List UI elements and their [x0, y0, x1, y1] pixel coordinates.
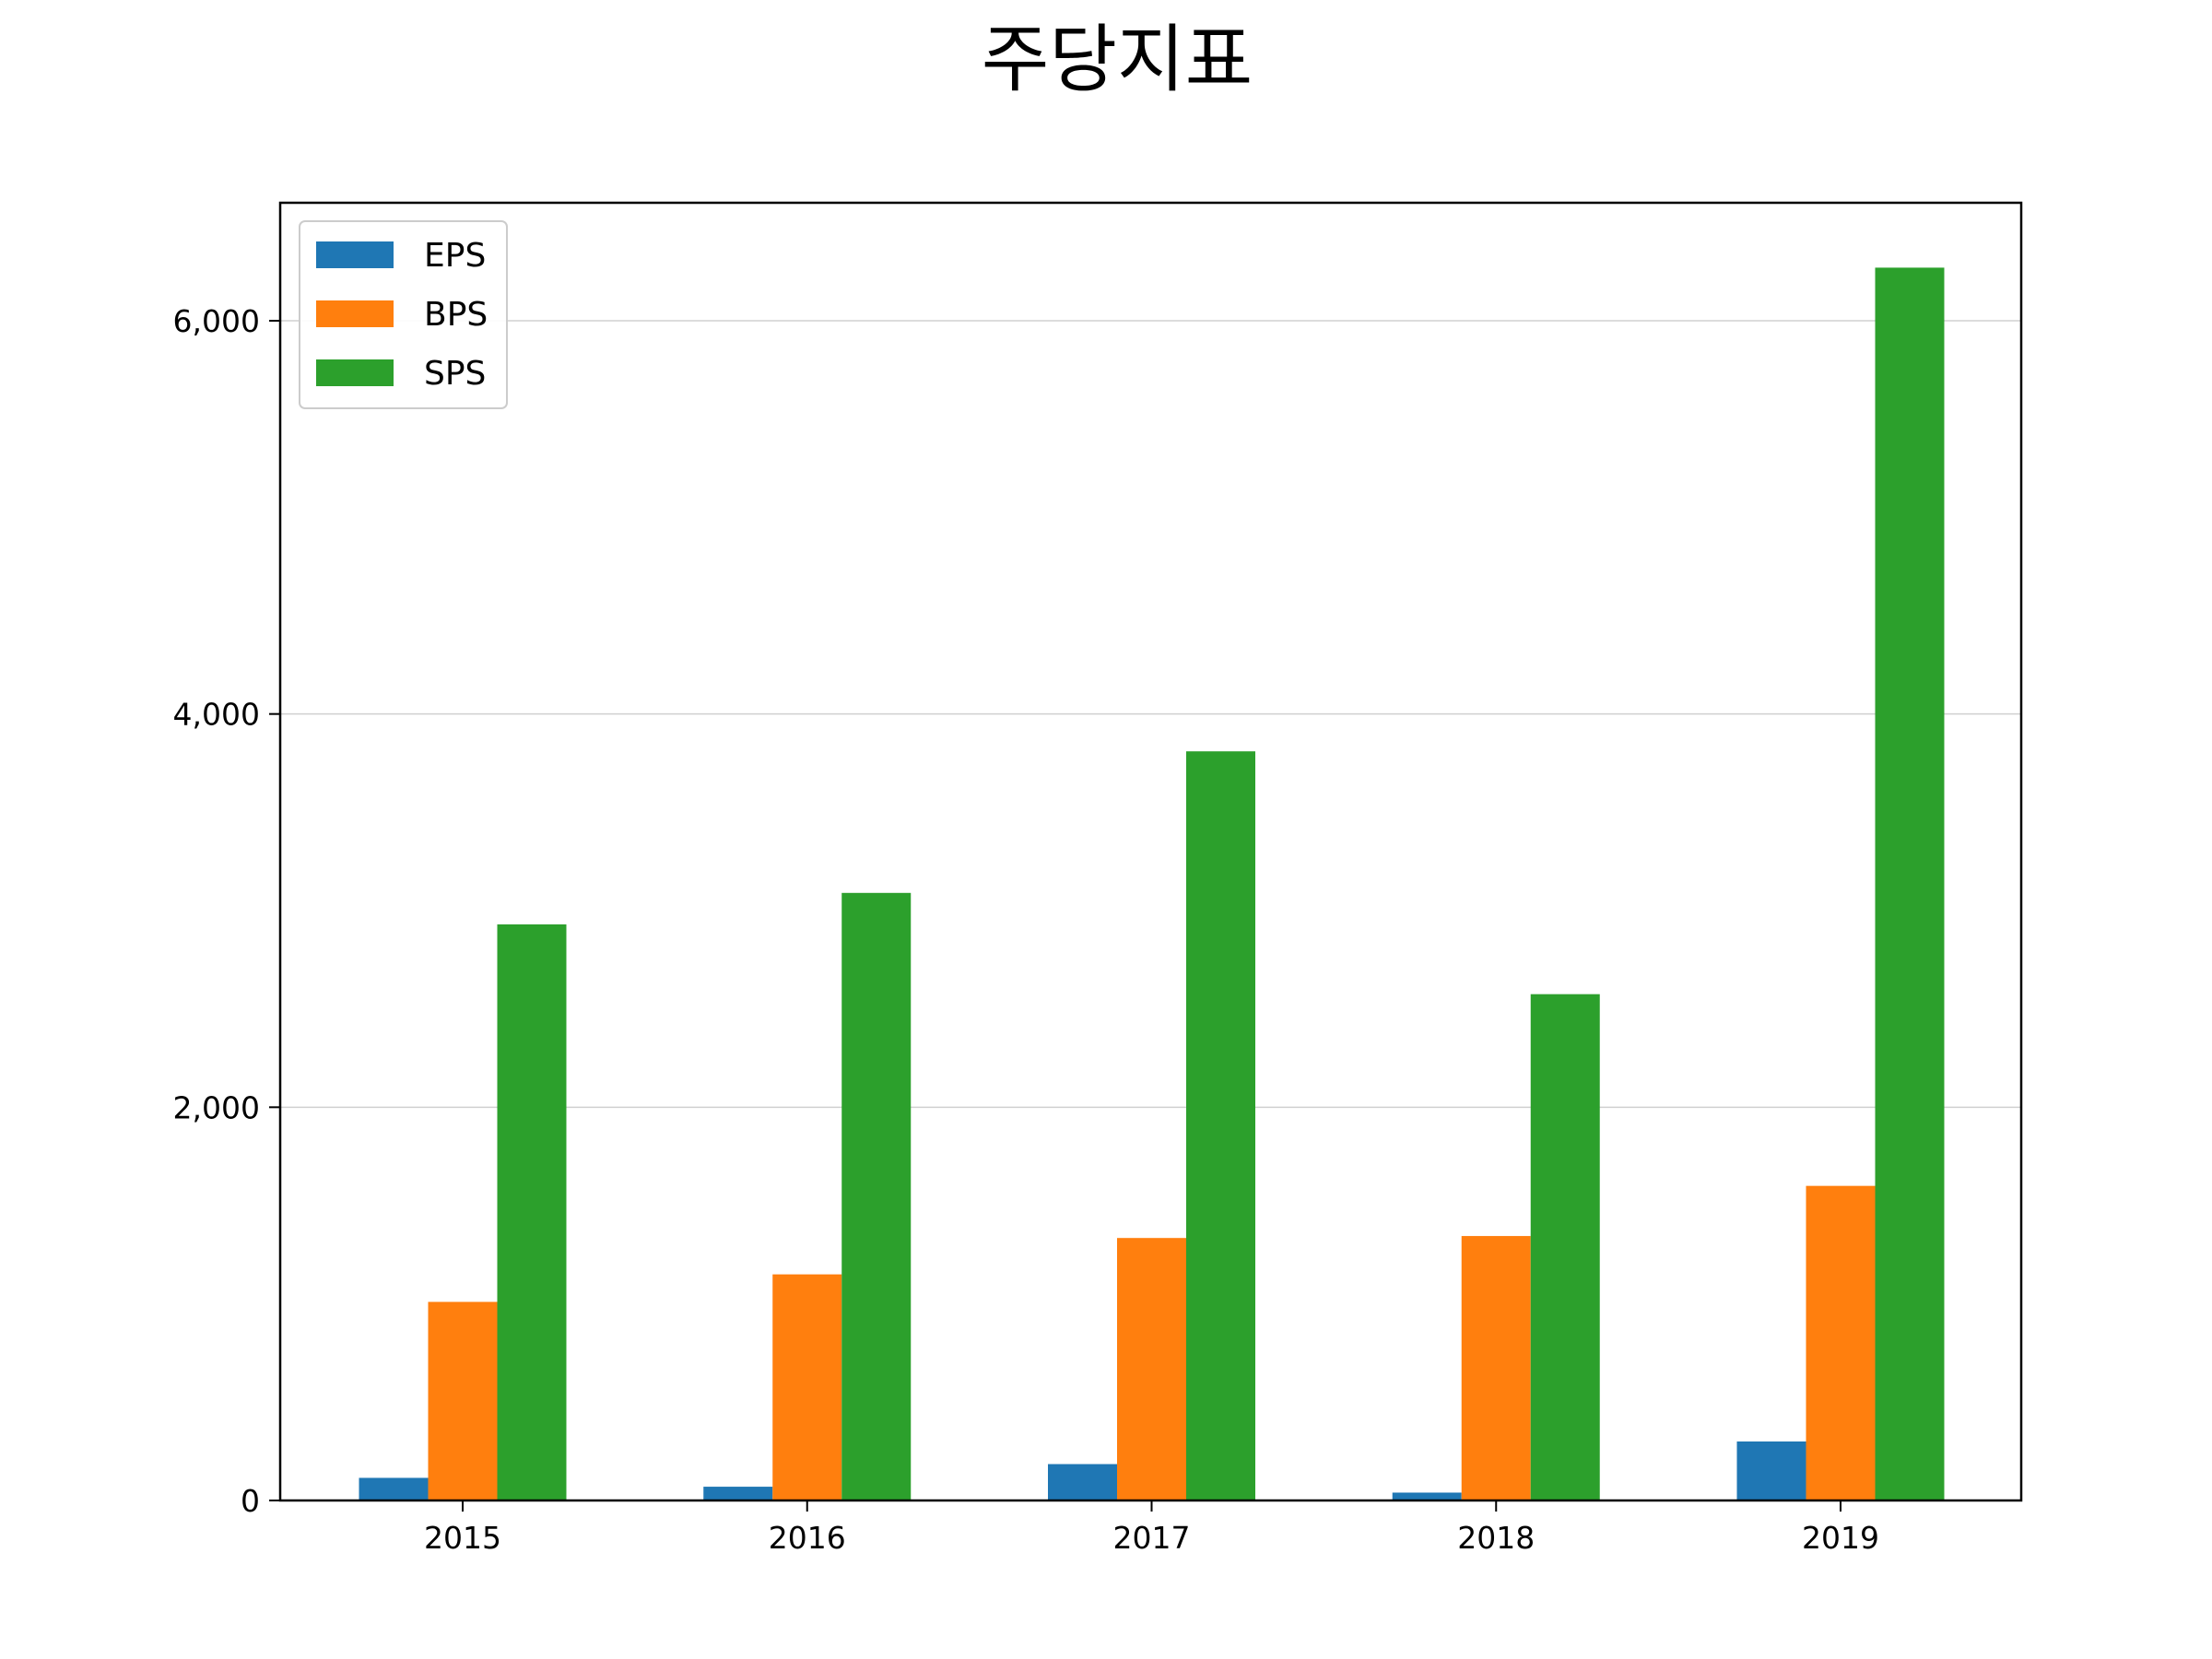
bar-bps-2015 [428, 1301, 498, 1500]
bar-bps-2016 [772, 1274, 842, 1500]
chart-title: 주당지표 [982, 17, 1253, 102]
x-tick-label: 2018 [1457, 1520, 1535, 1556]
bar-eps-2016 [703, 1487, 773, 1500]
bars [359, 267, 1945, 1500]
bar-sps-2015 [497, 924, 567, 1500]
x-tick-label: 2017 [1113, 1520, 1191, 1556]
legend-label-bps: BPS [424, 296, 488, 334]
bar-eps-2018 [1392, 1492, 1462, 1500]
legend-swatch-eps [316, 241, 394, 268]
bar-sps-2016 [841, 892, 912, 1500]
y-tick-label: 2,000 [173, 1089, 260, 1125]
x-tick-label: 2015 [424, 1520, 501, 1556]
bar-eps-2015 [359, 1477, 429, 1500]
y-tick-label: 4,000 [173, 697, 260, 733]
bar-sps-2018 [1530, 994, 1600, 1500]
x-axis: 2015 2016 2017 2018 2019 [424, 1500, 1879, 1556]
legend-swatch-bps [316, 300, 394, 327]
legend: EPS BPS SPS [299, 220, 508, 409]
gridlines [280, 320, 2021, 1109]
y-tick-label: 6,000 [173, 303, 260, 339]
bar-bps-2017 [1117, 1238, 1186, 1500]
legend-swatch-sps [316, 359, 394, 386]
legend-label-eps: EPS [424, 237, 486, 275]
bar-bps-2019 [1806, 1185, 1876, 1500]
bar-eps-2017 [1048, 1464, 1117, 1500]
x-tick-label: 2016 [769, 1520, 846, 1556]
y-tick-label: 0 [241, 1483, 260, 1519]
bar-eps-2019 [1736, 1441, 1806, 1500]
legend-label-sps: SPS [424, 355, 486, 393]
bar-bps-2018 [1461, 1236, 1531, 1500]
x-tick-label: 2019 [1802, 1520, 1879, 1556]
y-axis: 0 2,000 4,000 6,000 [173, 303, 280, 1519]
bar-sps-2019 [1875, 267, 1945, 1500]
bar-sps-2017 [1186, 751, 1255, 1500]
